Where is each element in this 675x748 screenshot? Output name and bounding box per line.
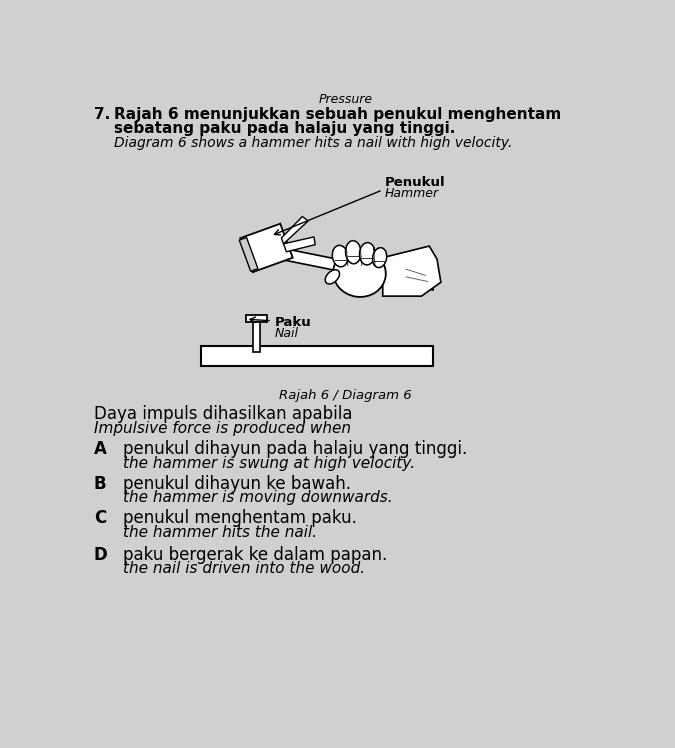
Text: the hammer is swung at high velocity.: the hammer is swung at high velocity. (123, 456, 415, 470)
Ellipse shape (373, 248, 387, 268)
Text: sebatang paku pada halaju yang tinggi.: sebatang paku pada halaju yang tinggi. (114, 121, 455, 136)
Text: Rajah 6 menunjukkan sebuah penukul menghentam: Rajah 6 menunjukkan sebuah penukul mengh… (114, 107, 561, 122)
Ellipse shape (360, 242, 375, 265)
Text: penukul menghentam paku.: penukul menghentam paku. (123, 509, 357, 527)
Polygon shape (383, 246, 441, 296)
Ellipse shape (325, 270, 340, 284)
Bar (200, 346, 433, 367)
Text: Penukul: Penukul (385, 176, 446, 189)
Text: Paku: Paku (275, 316, 312, 329)
Text: B: B (94, 475, 106, 493)
Text: Pressure: Pressure (319, 93, 373, 105)
Polygon shape (284, 237, 315, 252)
Text: Daya impuls dihasilkan apabila: Daya impuls dihasilkan apabila (94, 405, 352, 423)
Ellipse shape (332, 245, 348, 267)
Text: penukul dihayun pada halaju yang tinggi.: penukul dihayun pada halaju yang tinggi. (123, 440, 467, 458)
Text: C: C (94, 509, 106, 527)
Bar (246, 316, 267, 322)
Text: the hammer is moving downwards.: the hammer is moving downwards. (123, 490, 393, 505)
Text: D: D (94, 545, 107, 563)
Polygon shape (240, 224, 293, 272)
Ellipse shape (346, 241, 361, 264)
Text: Diagram 6 shows a hammer hits a nail with high velocity.: Diagram 6 shows a hammer hits a nail wit… (114, 136, 512, 150)
Text: Nail: Nail (275, 327, 299, 340)
Text: the hammer hits the nail.: the hammer hits the nail. (123, 525, 317, 540)
Polygon shape (239, 238, 258, 272)
Ellipse shape (333, 249, 386, 297)
Text: paku bergerak ke dalam papan.: paku bergerak ke dalam papan. (123, 545, 387, 563)
Polygon shape (272, 246, 433, 290)
Text: Hammer: Hammer (385, 187, 439, 200)
Polygon shape (275, 236, 285, 254)
Text: Rajah 6 / Diagram 6: Rajah 6 / Diagram 6 (279, 388, 412, 402)
Text: Impulsive force is produced when: Impulsive force is produced when (94, 421, 351, 436)
Bar (253, 322, 259, 352)
Text: penukul dihayun ke bawah.: penukul dihayun ke bawah. (123, 475, 351, 493)
Text: 7.: 7. (94, 107, 110, 122)
Text: A: A (94, 440, 107, 458)
Text: the nail is driven into the wood.: the nail is driven into the wood. (123, 561, 365, 576)
Polygon shape (281, 216, 308, 244)
